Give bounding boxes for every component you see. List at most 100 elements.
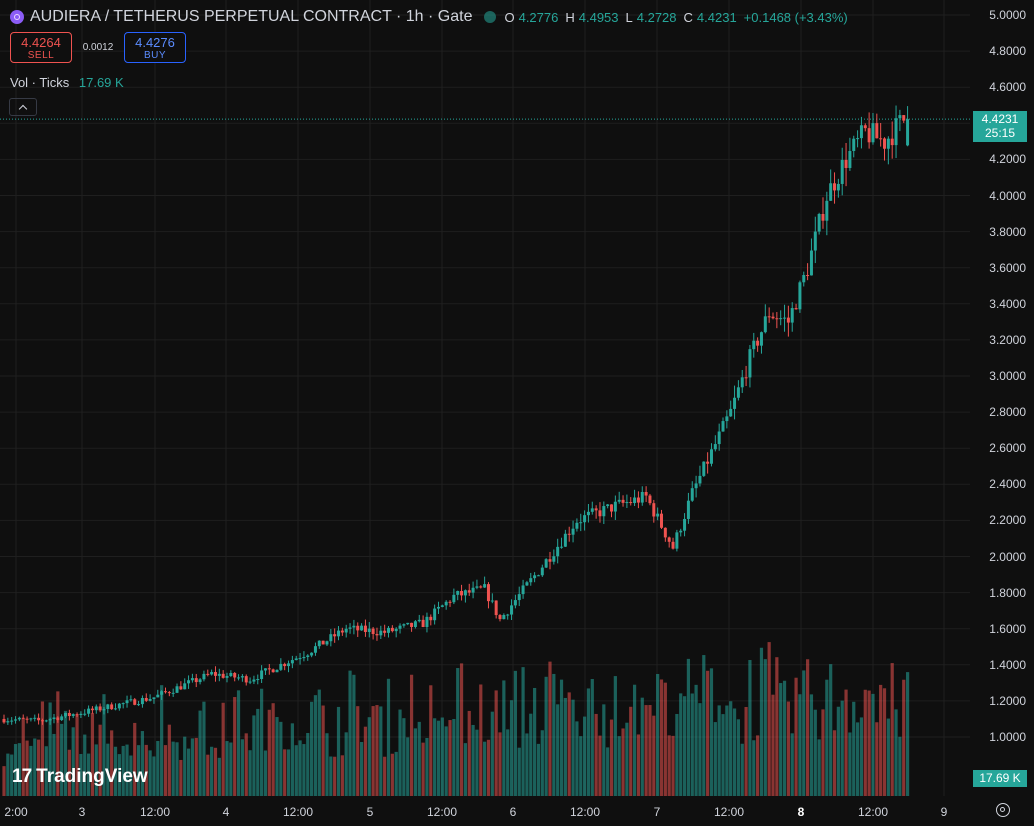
candle-body [544,559,548,568]
price-tick-label: 2.4000 [989,477,1026,492]
candle-body [713,444,717,450]
candle-body [167,692,171,694]
open-label: O [504,9,515,25]
volume-bar [25,740,29,796]
price-tick-label: 1.4000 [989,657,1026,672]
volume-bar [767,642,771,796]
volume-bar [6,753,10,796]
volume-bar [667,735,671,796]
volume-bar [709,668,714,796]
candle-body [21,717,25,719]
candle-body [371,628,375,634]
candle-body [340,630,344,633]
volume-bar [56,691,60,796]
buy-button[interactable]: 4.4276 BUY [124,32,186,63]
volume-bar [575,721,579,796]
candle-body [440,605,444,607]
volume-bar [121,745,125,796]
candle-body [352,625,356,628]
settings-gear-icon[interactable] [996,803,1010,817]
tradingview-logo[interactable]: 17 TradingView [12,766,148,788]
candle-body [387,627,390,633]
candle-body [44,720,48,722]
candle-body [694,483,698,489]
candle-body [413,621,417,627]
candle-body [486,584,490,602]
candle-body [579,522,583,524]
volume-bar [675,713,679,796]
volume-bar [494,690,498,796]
candle-body [375,633,379,636]
collapse-legend-button[interactable] [9,98,37,116]
volume-bar [882,688,887,796]
volume-bar [552,673,556,796]
candle-body [144,697,148,701]
volume-bar [559,679,564,796]
volume-bar [702,655,706,796]
price-tick-label: 2.6000 [989,441,1026,456]
volume-bar [713,722,717,796]
candle-body [513,600,517,606]
candle-body [629,502,633,504]
price-tick-label: 3.8000 [989,224,1026,239]
candle-body [217,673,221,676]
volume-bar [648,705,652,796]
volume-bar [548,661,552,796]
volume-bar [448,720,452,796]
price-tick-label: 1.8000 [989,585,1026,600]
tradingview-logo-text: TradingView [36,766,148,787]
candle-body [617,499,621,502]
last-volume-label: 17.69 K [973,770,1027,787]
volume-bar [210,746,214,796]
candle-body [575,522,579,529]
volume-bar [244,733,248,796]
volume-bar [790,733,794,796]
candle-body [856,138,860,140]
sell-button[interactable]: 4.4264 SELL [10,32,72,63]
volume-bar [179,759,183,796]
candle-body [906,119,910,146]
candle-body [267,668,271,670]
candle-body [163,691,167,693]
candle-body [506,614,510,616]
volume-bar [260,688,264,796]
volume-bar [698,703,702,796]
volume-bar [148,750,152,796]
volume-bar [802,670,806,796]
volume-bar [394,751,398,796]
volume-bar [229,742,233,796]
volume-bar [348,670,352,796]
symbol-title[interactable]: AUDIERA / TETHERUS PERPETUAL CONTRACT · … [30,8,473,25]
candle-body [317,640,321,647]
volume-bar [359,741,364,796]
candle-body [6,721,10,723]
candle-body [302,656,306,659]
candle-body [348,627,352,629]
volume-bar [617,736,621,796]
volume-bar [263,750,268,796]
volume-bar [286,749,291,796]
volume-bar [479,684,483,796]
volume-bar [606,747,610,796]
candle-body [733,397,737,409]
volume-bar [279,721,283,796]
volume-bar [679,693,683,796]
volume-bar [367,717,371,796]
volume-bar [294,745,298,796]
candle-body [406,622,410,625]
volume-bar [471,724,475,796]
volume-bar [852,701,856,796]
volume-bar [398,709,402,796]
volume-bar [794,677,798,796]
volume-bar [321,705,325,796]
volume-bar [563,697,567,796]
candle-body [448,601,452,603]
symbol-header: AUDIERA / TETHERUS PERPETUAL CONTRACT · … [10,7,851,27]
volume-legend[interactable]: Vol · Ticks 17.69 K [10,75,124,90]
candle-body [494,600,498,616]
candle-body [871,123,875,143]
candle-body [87,708,91,714]
price-tick-label: 1.6000 [989,621,1026,636]
volume-bar [644,705,648,796]
